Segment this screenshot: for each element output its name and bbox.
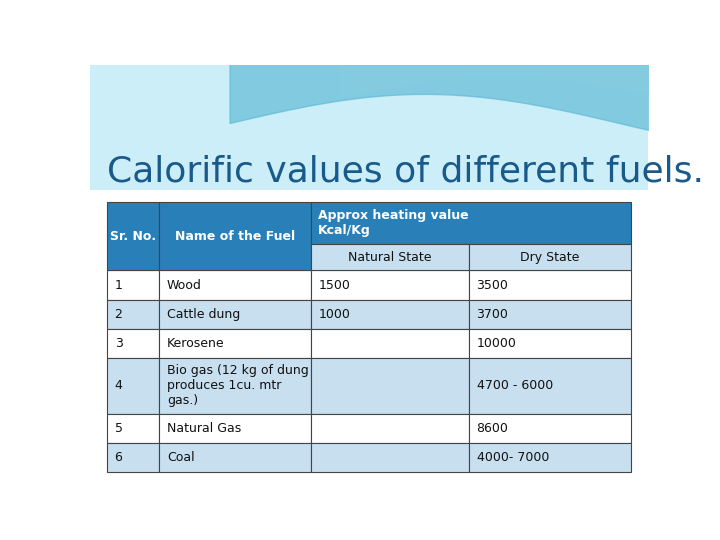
Polygon shape	[90, 65, 648, 190]
Text: Sr. No.: Sr. No.	[110, 230, 156, 242]
Bar	[469, 271, 631, 300]
Text: 4: 4	[114, 380, 122, 393]
Bar	[107, 202, 159, 271]
Text: Kerosene: Kerosene	[167, 337, 225, 350]
Bar	[107, 359, 159, 414]
Bar	[311, 443, 469, 472]
Bar	[107, 329, 159, 359]
Bar	[159, 300, 311, 329]
Bar	[107, 414, 159, 443]
Bar	[159, 202, 311, 271]
Text: 3: 3	[114, 337, 122, 350]
Bar	[159, 359, 311, 414]
Bar	[159, 443, 311, 472]
Bar	[107, 443, 159, 472]
Bar	[469, 329, 631, 359]
Text: 8600: 8600	[477, 422, 508, 435]
Bar	[311, 359, 469, 414]
Bar	[311, 202, 631, 244]
Bar	[159, 271, 311, 300]
Text: 4700 - 6000: 4700 - 6000	[477, 380, 553, 393]
Text: Bio gas (12 kg of dung
produces 1cu. mtr
gas.): Bio gas (12 kg of dung produces 1cu. mtr…	[167, 364, 309, 408]
Bar	[469, 359, 631, 414]
Text: Natural Gas: Natural Gas	[167, 422, 241, 435]
Text: Calorific values of different fuels.: Calorific values of different fuels.	[107, 154, 703, 188]
Bar	[311, 244, 469, 271]
Text: Cattle dung: Cattle dung	[167, 308, 240, 321]
Bar	[469, 443, 631, 472]
Bar	[311, 414, 469, 443]
Text: 2: 2	[114, 308, 122, 321]
Text: 4000- 7000: 4000- 7000	[477, 451, 549, 464]
Text: Coal: Coal	[167, 451, 194, 464]
Text: 1: 1	[114, 279, 122, 292]
Text: Dry State: Dry State	[521, 251, 580, 264]
Bar	[159, 414, 311, 443]
Text: Wood: Wood	[167, 279, 202, 292]
Bar	[159, 329, 311, 359]
Bar	[107, 300, 159, 329]
Bar	[469, 414, 631, 443]
Text: 6: 6	[114, 451, 122, 464]
Text: 1000: 1000	[319, 308, 351, 321]
Bar	[311, 329, 469, 359]
Text: Natural State: Natural State	[348, 251, 432, 264]
Text: 10000: 10000	[477, 337, 516, 350]
Text: 3500: 3500	[477, 279, 508, 292]
Text: Name of the Fuel: Name of the Fuel	[175, 230, 295, 242]
Text: 3700: 3700	[477, 308, 508, 321]
Bar	[469, 300, 631, 329]
Text: 1500: 1500	[319, 279, 351, 292]
Bar	[311, 300, 469, 329]
Text: Approx heating value
Kcal/Kg: Approx heating value Kcal/Kg	[318, 209, 468, 237]
Bar	[469, 244, 631, 271]
Bar	[311, 271, 469, 300]
Bar	[107, 271, 159, 300]
Text: 5: 5	[114, 422, 122, 435]
